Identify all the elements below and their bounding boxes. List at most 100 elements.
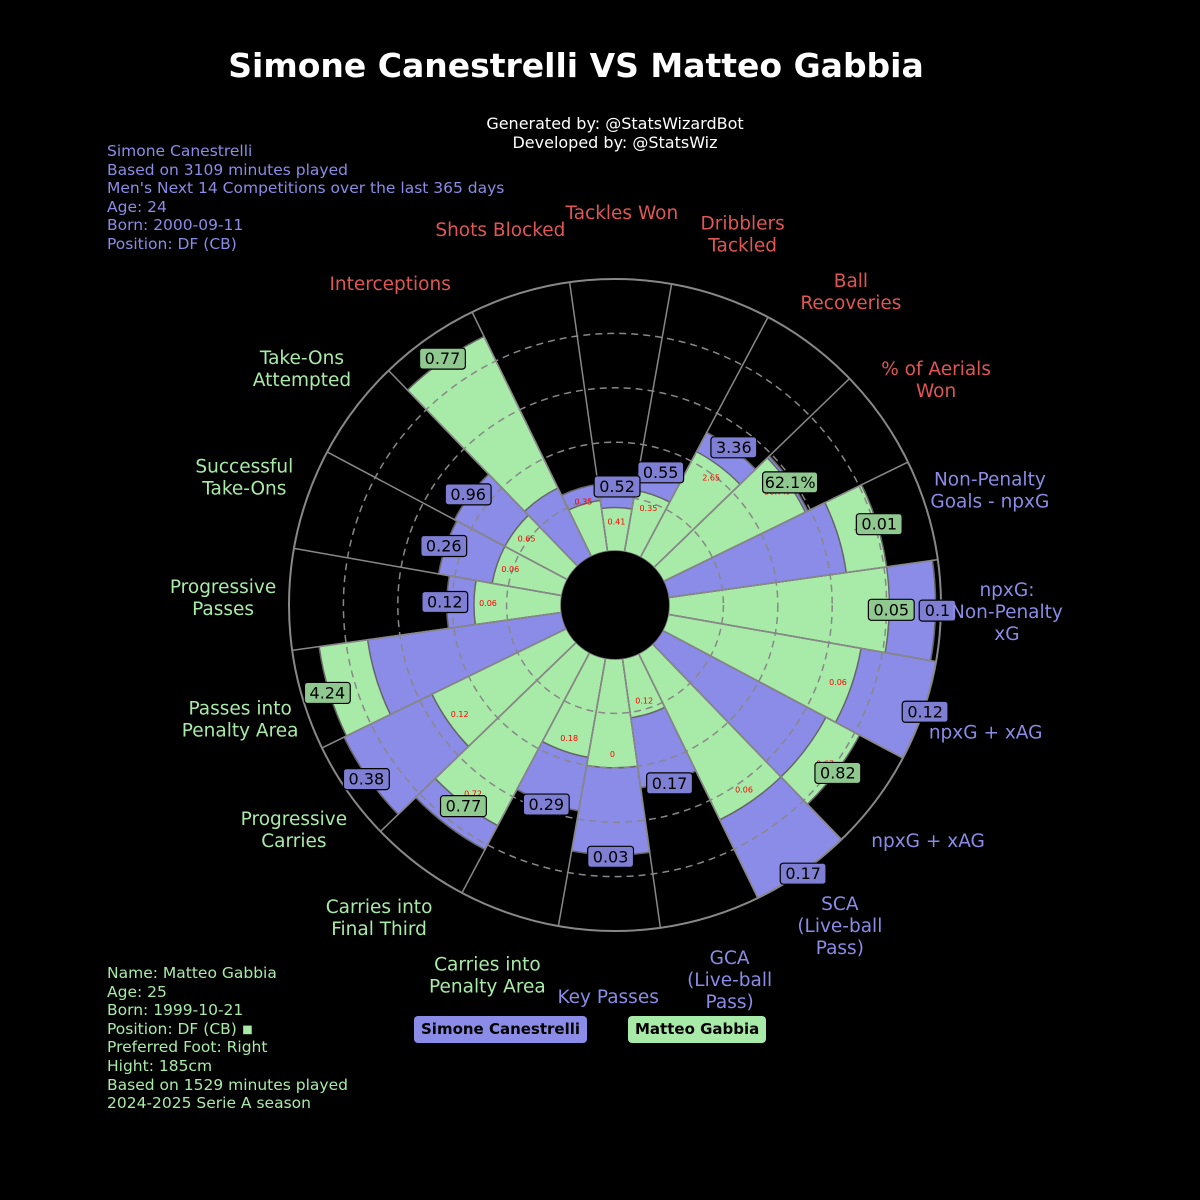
player1-value: 0.55 <box>637 461 685 484</box>
grid-spoke <box>557 658 607 927</box>
inner-value: 0 <box>610 750 615 759</box>
player2-value: 0.82 <box>814 761 862 785</box>
player2-value: 4.24 <box>303 681 351 705</box>
player2-info-line: 2024-2025 Serie A season <box>107 1094 311 1113</box>
grid-spoke <box>662 629 904 759</box>
inner-value: 0.35 <box>575 498 593 507</box>
player2-value-text: 0.77 <box>446 797 482 816</box>
player2-value: 62.1% <box>762 471 819 494</box>
category-label: GCA (Live-ball Pass) <box>687 948 772 1013</box>
player1-value-text: 0.12 <box>427 593 463 612</box>
player2-value-box <box>814 761 862 785</box>
inner-value: 2.65 <box>702 473 720 482</box>
player1-info: Simone Canestrelli Based on 3109 minutes… <box>107 142 504 254</box>
player1-value: 0.12 <box>421 590 469 614</box>
player1-value-text: 0.52 <box>599 477 635 496</box>
grid-spoke <box>461 652 591 894</box>
player1-value-box <box>901 700 949 723</box>
grid-spoke <box>668 558 938 599</box>
grid-spoke <box>621 658 662 928</box>
player2-info-line: Age: 25 <box>107 982 167 1001</box>
player2-value-text: 0.82 <box>820 763 856 782</box>
category-labels: npxG: Non-Penalty xG Non-Penalty Goals - npx… <box>170 203 1063 1013</box>
grid-spoke <box>388 369 579 567</box>
legend-player1: Simone Canestrelli <box>414 1016 588 1043</box>
player1-value-text: 0.96 <box>450 485 486 504</box>
player1-value-box <box>444 483 492 506</box>
grid-spoke <box>653 378 851 569</box>
inner-value: 0.06 <box>479 599 497 608</box>
grid-spoke <box>663 461 909 583</box>
category-label: Progressive Carries <box>241 809 347 852</box>
category-label: Interceptions <box>329 274 450 295</box>
player1-value-text: 0.17 <box>652 774 688 793</box>
player2-value-box <box>762 471 819 494</box>
category-label: Tackles Won <box>564 203 678 224</box>
player1-value: 0.17 <box>646 772 694 795</box>
player1-value-text: 0.29 <box>528 795 564 814</box>
player1-value-box <box>710 436 758 459</box>
inner-value: 0.06 <box>735 785 753 794</box>
category-label: npxG: Non-Penalty xG <box>951 580 1063 645</box>
player2-value-box <box>439 795 487 818</box>
player1-value: 0.96 <box>444 483 492 506</box>
player1-value-text: 3.36 <box>716 438 752 457</box>
category-label: % of Aerials Won <box>881 359 991 402</box>
player1-value: 0.52 <box>593 475 641 498</box>
player2-value-text: 0.01 <box>861 515 897 534</box>
category-label: Non-Penalty Goals - npxG <box>930 469 1049 512</box>
player2-value: 0.01 <box>855 513 903 536</box>
player1-value-box <box>779 862 827 885</box>
player2-value-box <box>867 598 915 621</box>
player2-value-text: 0.05 <box>873 600 909 619</box>
grid-spoke <box>639 316 769 558</box>
grid-spoke <box>379 641 577 832</box>
category-label: SCA (Live-ball Pass) <box>797 894 882 959</box>
category-label: npxG + xAG <box>929 723 1043 744</box>
player2-value-box <box>418 347 466 370</box>
player1-value-text: 0.03 <box>593 847 629 866</box>
grid-spoke <box>623 283 673 552</box>
player1-value-box <box>420 534 468 558</box>
player1-info-line: Born: 2000-09-11 <box>107 216 244 235</box>
player2-info-line: Hight: 185cm <box>107 1056 213 1075</box>
player1-value: 0.12 <box>901 700 949 723</box>
player1-value-box <box>522 793 570 816</box>
player2-value-text: 0.77 <box>425 349 461 368</box>
category-label: Carries into Final Third <box>326 897 433 940</box>
inner-value: 0.35 <box>639 504 657 513</box>
player1-value-text: 0.1 <box>925 601 950 620</box>
player1-value-box <box>646 772 694 795</box>
player1-value: 0.26 <box>420 534 468 558</box>
inner-value: 0.12 <box>451 710 469 719</box>
player2-info-line: Name: Matteo Gabbia <box>107 964 277 982</box>
category-label: Shots Blocked <box>435 220 565 241</box>
category-label: Passes into Penalty Area <box>182 699 299 742</box>
grid-ring <box>397 387 833 823</box>
player1-value-text: 0.38 <box>349 770 385 789</box>
player1-info-line: Position: DF (CB) <box>107 234 237 253</box>
player1-value-box <box>587 845 635 868</box>
category-label: Carries into Penalty Area <box>429 955 546 998</box>
inner-value: 0.41 <box>608 517 626 526</box>
chart-title: Simone Canestrelli VS Matteo Gabbia <box>228 46 924 85</box>
player1-value-box <box>637 461 685 484</box>
inner-value: 0.06 <box>829 678 847 687</box>
player2-value: 0.77 <box>418 347 466 370</box>
inner-value: 0.06 <box>501 565 519 574</box>
category-label: npxG + xAG <box>871 831 985 852</box>
player2-info-line: Based on 1529 minutes played <box>107 1075 348 1094</box>
category-label: Successful Take-Ons <box>195 456 293 499</box>
grid-spoke <box>637 653 759 899</box>
grid-spoke <box>326 451 568 581</box>
inner-value: 0.18 <box>560 734 578 743</box>
player2-info-line: Position: DF (CB) ◾ <box>107 1019 254 1038</box>
center-hole <box>561 551 669 659</box>
credits-generated: Generated by: @StatsWizardBot <box>486 114 744 133</box>
player1-value-text: 0.55 <box>643 463 679 482</box>
player2-value-text: 62.1% <box>765 473 816 492</box>
category-label: Take-Ons Attempted <box>253 348 351 391</box>
credits-developed: Developed by: @StatsWiz <box>512 133 718 152</box>
player1-info-line: Simone Canestrelli <box>107 142 253 160</box>
